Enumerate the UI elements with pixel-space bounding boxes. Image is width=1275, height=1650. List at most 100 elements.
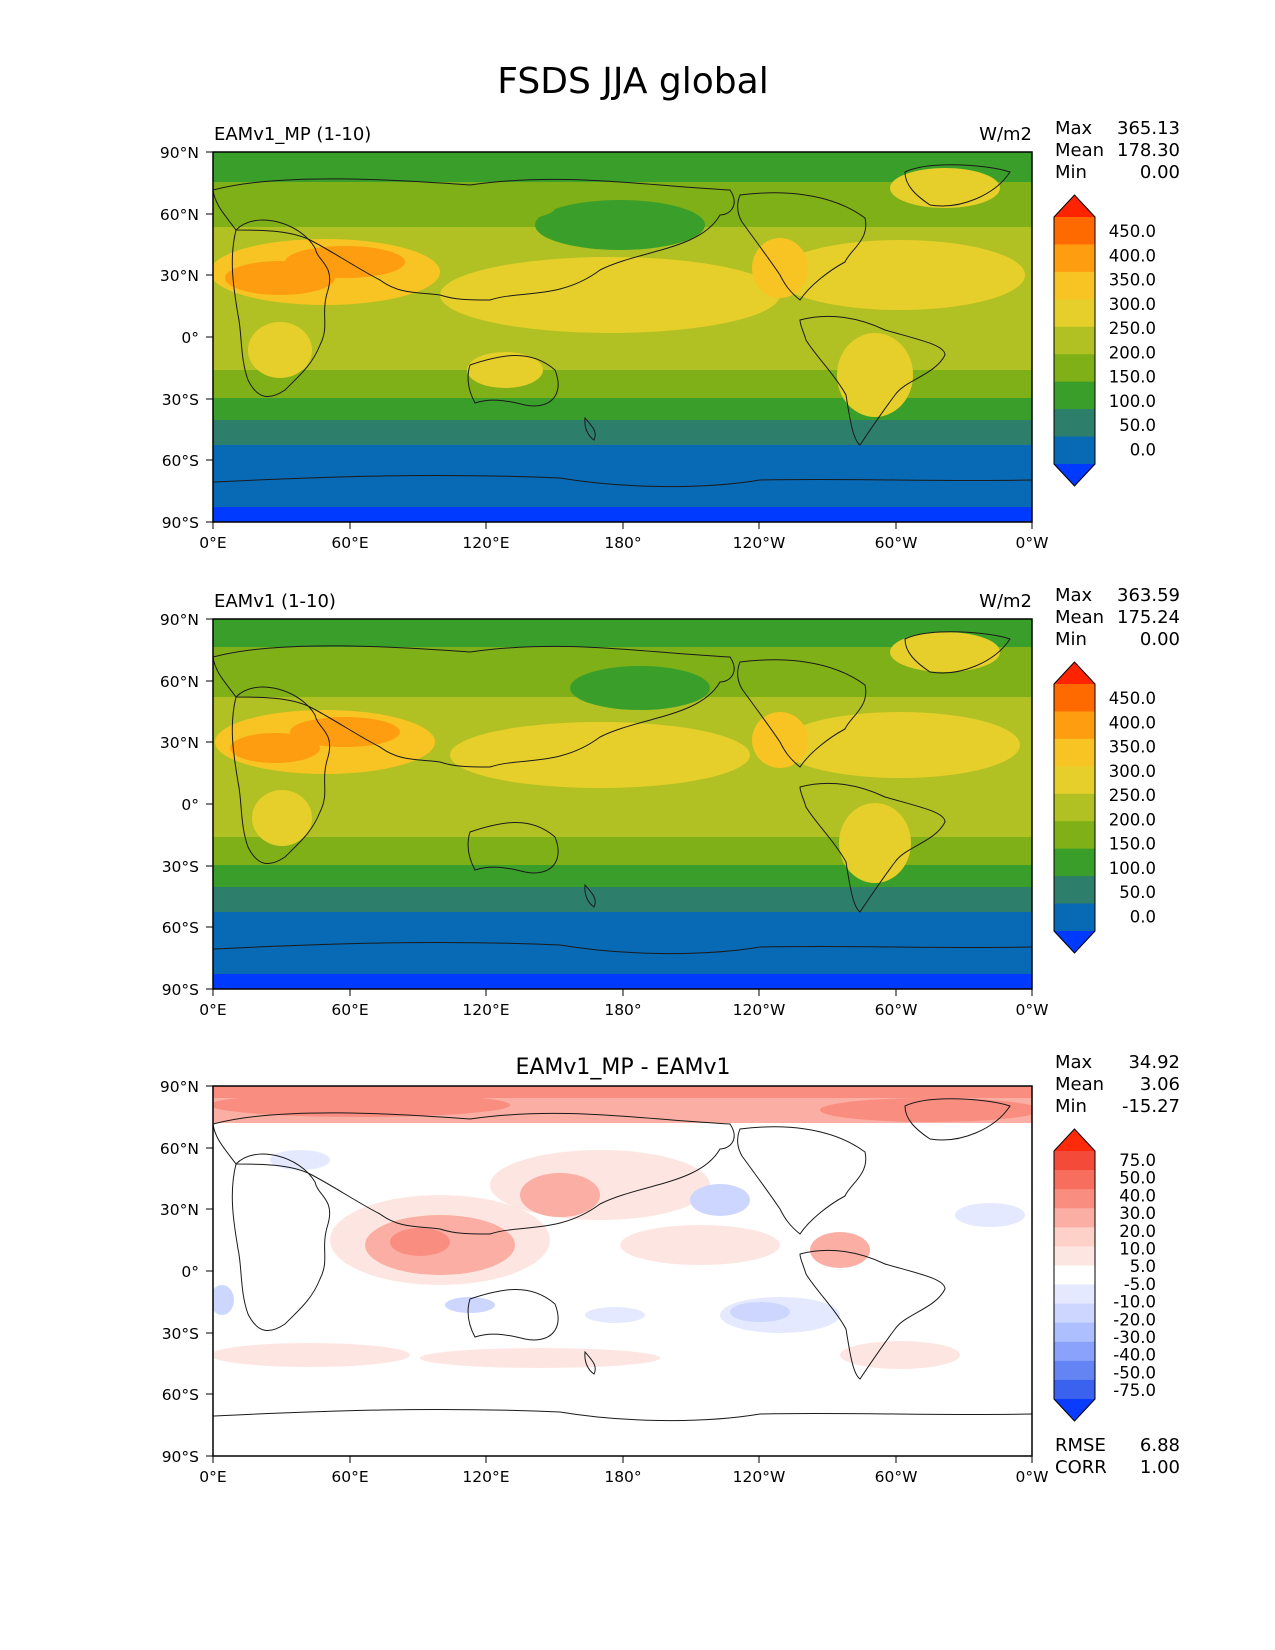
lat-tick-label: 60°S <box>162 1386 199 1404</box>
panel-title-center: EAMv1_MP - EAMv1 <box>515 1055 730 1080</box>
lat-tick-label: 90°S <box>162 981 199 999</box>
stat-value: 178.30 <box>1117 140 1180 161</box>
colorbar: 450.0 400.0 350.0 300.0 250.0 200.0 150.0 100.0… <box>1053 194 1156 487</box>
coastlines <box>213 631 1032 955</box>
lat-tick-label: 30°N <box>160 734 199 752</box>
colorbar-swatch <box>1054 1151 1095 1171</box>
colorbar-tick-label: 350.0 <box>1109 271 1156 290</box>
colorbar-swatch <box>1054 876 1095 905</box>
colorbar-tick-label: 200.0 <box>1109 810 1156 829</box>
lat-tick-label: 30°S <box>162 858 199 876</box>
lat-tick-label: 0° <box>181 1263 199 1281</box>
lon-axis: 0°E 60°E 120°E 180° 120°W 60°W 0°W <box>199 1456 1048 1486</box>
stats-block: Max 365.13 Mean 178.30 Min 0.00 <box>1055 118 1180 183</box>
lat-axis: 90°N 60°N 30°N 0° 30°S 60°S 90°S <box>160 611 213 999</box>
map-field <box>213 152 1032 522</box>
lat-tick-label: 90°S <box>162 514 199 532</box>
lat-axis: 90°N 60°N 30°N 0° 30°S 60°S 90°S <box>160 144 213 532</box>
colorbar-tick-label: 250.0 <box>1109 786 1156 805</box>
lon-tick-label: 0°W <box>1016 1468 1049 1486</box>
colorbar-outline <box>1053 1128 1096 1422</box>
lat-tick-label: 30°N <box>160 267 199 285</box>
lat-tick-label: 30°S <box>162 1325 199 1343</box>
stat-value: 3.06 <box>1140 1074 1180 1095</box>
colorbar-swatch <box>1054 1284 1095 1305</box>
colorbar-tick-label: 0.0 <box>1130 907 1156 926</box>
colorbar-tick-label: 300.0 <box>1109 762 1156 781</box>
colorbar-tick-label: 450.0 <box>1109 222 1156 241</box>
colorbar-swatch <box>1054 1208 1095 1228</box>
stat-value: 1.00 <box>1140 1457 1180 1478</box>
panel-reference: EAMv1 (1-10) W/m2 <box>160 585 1180 1019</box>
stats-block: Max 363.59 Mean 175.24 Min 0.00 <box>1055 585 1180 650</box>
lat-tick-label: 60°S <box>162 452 199 470</box>
colorbar-tick-label: -30.0 <box>1113 1328 1156 1347</box>
lon-tick-label: 0°E <box>199 534 226 552</box>
stat-value: 175.24 <box>1117 607 1180 628</box>
colorbar-swatch <box>1054 436 1095 465</box>
lon-tick-label: 0°W <box>1016 534 1049 552</box>
lon-tick-label: 60°E <box>331 1468 368 1486</box>
stat-label: Min <box>1055 1096 1087 1117</box>
colorbar-swatch <box>1054 711 1095 740</box>
lat-tick-label: 90°N <box>160 144 199 162</box>
stat-label: Min <box>1055 629 1087 650</box>
colorbar-tick-label: 40.0 <box>1119 1186 1156 1205</box>
colorbar: 450.0 400.0 350.0 300.0 250.0 200.0 150.0 100.0… <box>1053 661 1156 954</box>
colorbar-outline <box>1053 194 1096 487</box>
colorbar-tick-label: 100.0 <box>1109 859 1156 878</box>
colorbar: 75.050.040.030.020.010.05.0-5.0-10.0-20.… <box>1053 1128 1156 1422</box>
stat-label: RMSE <box>1055 1435 1106 1456</box>
lat-tick-label: 30°S <box>162 391 199 409</box>
stat-label: Max <box>1055 1052 1093 1073</box>
colorbar-swatch <box>1054 766 1095 795</box>
stat-value: -15.27 <box>1122 1096 1180 1117</box>
colorbar-swatch <box>1054 821 1095 850</box>
map-field <box>213 619 1032 989</box>
lon-tick-label: 60°W <box>875 1468 918 1486</box>
stat-value: 6.88 <box>1140 1435 1180 1456</box>
panel-title-left: EAMv1 (1-10) <box>214 591 336 612</box>
lat-tick-label: 30°N <box>160 1201 199 1219</box>
colorbar-tick-label: 5.0 <box>1130 1257 1156 1276</box>
colorbar-swatch <box>1054 354 1095 383</box>
lon-tick-label: 60°W <box>875 534 918 552</box>
colorbar-swatch <box>1054 1341 1095 1362</box>
error-stats-block: RMSE 6.88 CORR 1.00 <box>1055 1435 1180 1478</box>
colorbar-swatch <box>1054 381 1095 410</box>
lon-tick-label: 120°E <box>462 1001 509 1019</box>
colorbar-swatch <box>1054 1265 1095 1286</box>
lon-tick-label: 120°W <box>733 1468 786 1486</box>
lat-tick-label: 0° <box>181 796 199 814</box>
colorbar-swatch <box>1054 662 1095 684</box>
colorbar-swatch <box>1054 1379 1095 1400</box>
colorbar-tick-label: 30.0 <box>1119 1204 1156 1223</box>
colorbar-tick-label: 350.0 <box>1109 738 1156 757</box>
lon-tick-label: 120°W <box>733 1001 786 1019</box>
lat-tick-label: 90°N <box>160 1078 199 1096</box>
lon-tick-label: 180° <box>604 534 641 552</box>
colorbar-outline <box>1053 661 1096 954</box>
colorbar-tick-label: -10.0 <box>1113 1293 1156 1312</box>
lon-axis: 0°E 60°E 120°E 180° 120°W 60°W 0°W <box>199 989 1048 1019</box>
lat-tick-label: 60°S <box>162 919 199 937</box>
lat-tick-label: 60°N <box>160 1140 199 1158</box>
map-field <box>213 1086 1032 1456</box>
colorbar-tick-label: 150.0 <box>1109 835 1156 854</box>
coastlines <box>213 1098 1032 1422</box>
colorbar-tick-label: 50.0 <box>1119 883 1156 902</box>
colorbar-tick-label: 300.0 <box>1109 295 1156 314</box>
colorbar-swatch <box>1054 848 1095 877</box>
colorbar-swatch <box>1054 1246 1095 1267</box>
colorbar-swatch <box>1054 1227 1095 1247</box>
stat-label: Max <box>1055 585 1093 606</box>
lat-tick-label: 90°N <box>160 611 199 629</box>
colorbar-tick-label: 50.0 <box>1119 416 1156 435</box>
lon-tick-label: 180° <box>604 1468 641 1486</box>
lon-tick-label: 60°E <box>331 1001 368 1019</box>
colorbar-swatch <box>1054 793 1095 822</box>
colorbar-swatch <box>1054 1322 1095 1343</box>
colorbar-swatch <box>1054 217 1095 246</box>
colorbar-swatch <box>1054 1303 1095 1324</box>
